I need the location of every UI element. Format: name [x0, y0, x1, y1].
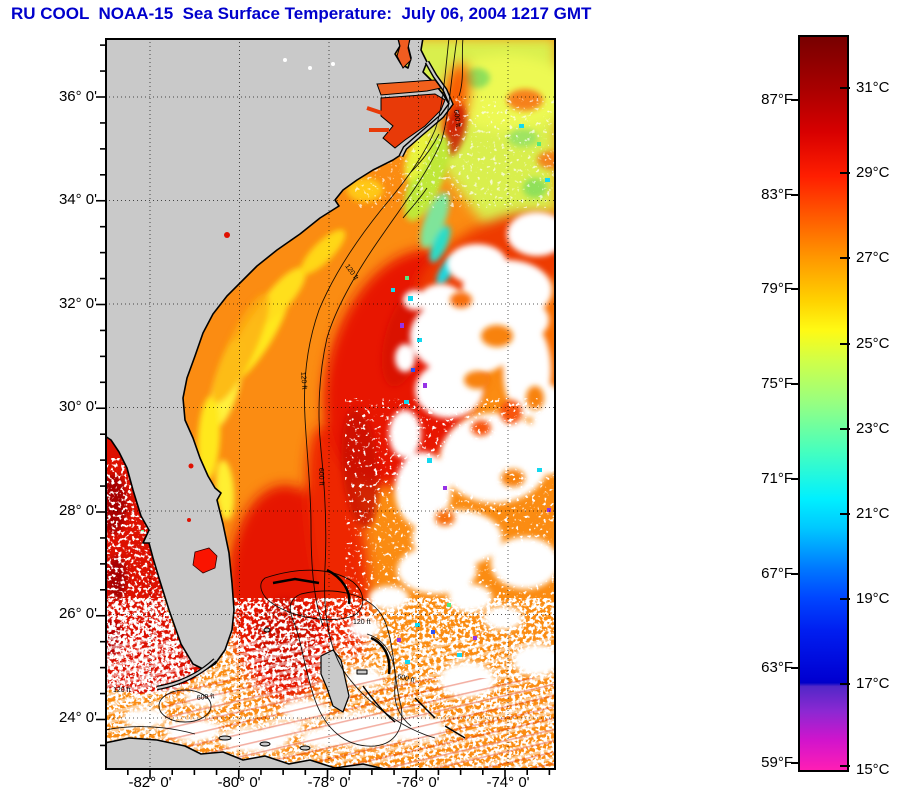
lat-axis-label: 32° 0'	[58, 295, 97, 312]
lon-axis-label: -74° 0'	[486, 774, 530, 791]
colorbar-tick-c	[840, 172, 850, 174]
albemarle-sound	[376, 79, 442, 96]
colorbar-label-c: 31°C	[856, 79, 890, 96]
cay	[299, 745, 311, 751]
lat-axis-label: 28° 0'	[58, 502, 97, 519]
colorbar-tick-c	[840, 428, 850, 430]
lat-axis-label: 36° 0'	[58, 88, 97, 105]
colorbar-tick-c	[840, 343, 850, 345]
colorbar-label-f: 71°F	[761, 470, 793, 487]
contour-label: 120 ft	[299, 372, 308, 390]
colorbar-label-c: 27°C	[856, 249, 890, 266]
lon-axis-label: -78° 0'	[307, 774, 351, 791]
lat-axis-label: 30° 0'	[58, 398, 97, 415]
colorbar-label-f: 79°F	[761, 280, 793, 297]
colorbar-label-c: 23°C	[856, 420, 890, 437]
colorbar-tick-f	[791, 288, 799, 290]
new-providence	[356, 669, 368, 675]
long-island	[414, 697, 466, 739]
contour-label: 600 ft	[452, 109, 461, 127]
contour-label: 600 ft	[317, 468, 325, 486]
longitude-axis-ticks	[127, 770, 551, 779]
colorbar-tick-c	[840, 598, 850, 600]
depth-contours	[104, 37, 464, 747]
barrier-islands	[156, 60, 466, 739]
colorbar-label-c: 21°C	[856, 505, 890, 522]
eleuthera	[370, 636, 391, 675]
inland-lakes	[187, 58, 335, 574]
lon-axis-label: -80° 0'	[217, 774, 261, 791]
colorbar-label-c: 25°C	[856, 335, 890, 352]
colorbar-tick-f	[791, 99, 799, 101]
colorbar-label-c: 15°C	[856, 761, 890, 778]
latitude-axis-ticks	[96, 44, 105, 747]
colorbar-tick-c	[840, 257, 850, 259]
contour-label: 600 ft	[396, 673, 415, 684]
pamlico-sound	[380, 93, 446, 149]
colorbar-label-f: 83°F	[761, 186, 793, 203]
sst-map-canvas: 600 ft 600 ft 120 ft 120 ft 120 ft 600 f…	[99, 37, 575, 771]
colorbar-label-c: 17°C	[856, 675, 890, 692]
colorbar-tick-f	[791, 383, 799, 385]
contour-label: 120 ft	[353, 619, 371, 626]
cay	[218, 735, 232, 741]
andros-island	[320, 649, 350, 713]
colorbar-label-f: 63°F	[761, 659, 793, 676]
sst-map: 600 ft 600 ft 120 ft 120 ft 120 ft 600 f…	[99, 37, 575, 771]
lat-axis-label: 26° 0'	[58, 605, 97, 622]
colorbar-label-c: 29°C	[856, 164, 890, 181]
map-frame	[105, 38, 556, 770]
colorbar-tick-c	[840, 683, 850, 685]
lake-okeechobee	[192, 547, 218, 574]
cloud-edge-artifacts	[391, 124, 551, 664]
colorbar-label-c: 19°C	[856, 590, 890, 607]
lat-axis-label: 24° 0'	[58, 709, 97, 726]
cay	[259, 741, 271, 747]
colorbar-tick-f	[791, 478, 799, 480]
lon-axis-label: -76° 0'	[396, 774, 440, 791]
bimini	[263, 627, 271, 633]
temperature-colorbar	[791, 35, 850, 772]
colorbar-tick-c	[840, 765, 850, 767]
colorbar-label-f: 87°F	[761, 91, 793, 108]
colorbar-tick-f	[791, 194, 799, 196]
colorbar-tick-f	[791, 573, 799, 575]
colorbar-tick-c	[840, 513, 850, 515]
lon-axis-label: -82° 0'	[128, 774, 172, 791]
colorbar-tick-f	[791, 762, 799, 764]
page-title: RU COOL NOAA-15 Sea Surface Temperature:…	[11, 4, 592, 23]
colorbar-tick-c	[840, 87, 850, 89]
exuma-chain	[362, 685, 396, 723]
colorbar-label-f: 75°F	[761, 375, 793, 392]
contour-label: 120 ft	[113, 687, 131, 694]
grand-bahama	[272, 577, 320, 585]
colorbar-label-f: 59°F	[761, 754, 793, 771]
colorbar-label-f: 67°F	[761, 565, 793, 582]
lat-axis-label: 34° 0'	[58, 191, 97, 208]
colorbar-tick-f	[791, 667, 799, 669]
contour-label: 600 ft	[196, 693, 214, 702]
